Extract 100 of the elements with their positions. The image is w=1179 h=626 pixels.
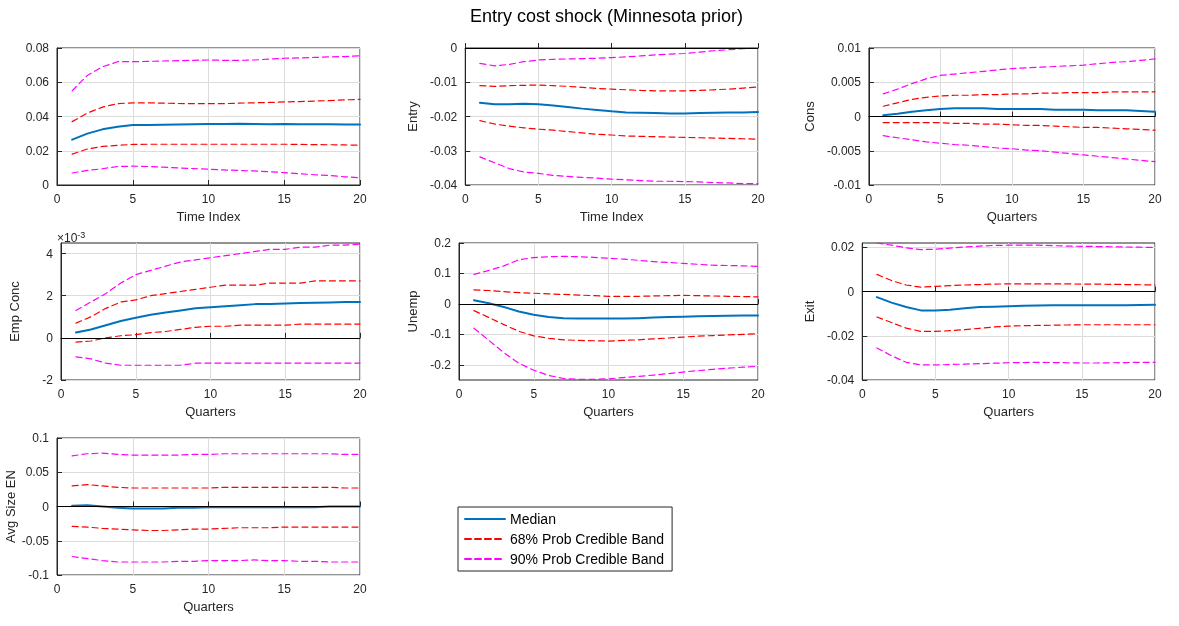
x-tick-label: 20 [353,582,367,596]
x-tick-label: 15 [678,192,692,206]
line-series [882,58,1156,95]
y-tick-label: -0.2 [430,357,452,372]
y-tick-label: 0.08 [25,41,50,55]
y-tick-label: 0.06 [25,75,50,90]
line-series [876,242,1156,251]
x-tick-label: 10 [201,582,216,596]
line-series [75,356,361,366]
line-series [75,323,361,343]
line-series [882,122,1156,131]
line-series [71,143,361,155]
x-tick-label: 20 [751,192,765,206]
x-tick-label: 10 [1005,192,1019,206]
y-tick-label: 0.02 [25,143,50,158]
y-axis-title: Exit [802,300,817,323]
y-tick-label: 0 [847,284,855,299]
line-series [882,107,1156,117]
x-tick-label: 0 [461,192,469,206]
line-series [479,156,759,185]
line-series [478,101,759,115]
y-tick-label: -0.1 [430,327,452,342]
line-series [882,135,1156,163]
x-tick-label: 15 [1075,387,1089,401]
y-tick-label: 0.02 [830,240,855,255]
y-tick-label: -0.01 [833,178,862,192]
x-tick-label: 20 [353,387,367,401]
y-tick-label: 4 [46,246,54,261]
line-series [75,243,361,312]
x-tick-label: 15 [277,582,292,596]
line-series [71,122,361,141]
x-tick-label: 0 [57,387,65,401]
y-tick-label: -0.05 [21,533,50,548]
x-tick-label: 5 [129,582,137,596]
y-tick-label: 0 [46,330,54,345]
y-axis-title: Avg Size EN [3,470,18,543]
legend-label: 68% Prob Credible Band [510,531,665,547]
line-series [71,165,361,179]
x-axis-title: Quarters [183,598,235,614]
x-tick-label: 15 [1076,192,1091,206]
y-tick-label: 0.04 [25,109,50,124]
y-tick-label: 0.1 [32,431,50,445]
y-axis-title: Emp Conc [7,280,22,342]
y-tick-label: -0.04 [826,373,855,387]
x-tick-label: 10 [604,192,619,206]
y-tick-label: -0.03 [429,143,458,158]
line-series [882,91,1156,107]
x-tick-label: 20 [1148,387,1162,401]
line-series [875,296,1156,312]
x-tick-label: 15 [278,387,293,401]
x-tick-label: 15 [676,387,691,401]
y-tick-label: -0.01 [429,75,458,90]
y-axis-title: Unemp [405,290,420,333]
y-tick-label: -0.005 [826,143,862,158]
x-tick-label: 10 [203,387,218,401]
line-series [472,299,759,320]
y-tick-label: -0.02 [826,328,855,343]
line-series [75,280,361,324]
y-tick-label: -0.02 [429,109,458,124]
line-series [71,55,361,92]
y-tick-label: 0 [444,296,452,311]
x-tick-label: 5 [132,387,140,401]
x-axis-title: Quarters [986,208,1038,224]
x-tick-label: 5 [932,387,940,401]
y-tick-label: 0 [42,499,50,514]
x-tick-label: 0 [865,192,873,206]
legend-label: 90% Prob Credible Band [510,551,665,567]
line-series [876,347,1156,366]
x-tick-label: 5 [129,192,137,206]
x-tick-label: 10 [1001,387,1016,401]
y-axis-title: Entry [405,100,420,132]
y-axis-title: Cons [802,100,817,132]
y-tick-label: 0.01 [837,41,862,55]
x-tick-label: 15 [277,192,292,206]
x-tick-label: 20 [1148,192,1162,206]
y-tick-label: -2 [42,373,54,387]
legend-label: Median [510,511,556,527]
y-tick-label: 0.005 [830,75,862,90]
y-tick-label: 0 [42,178,50,192]
x-tick-label: 20 [353,192,367,206]
y-tick-label: 0 [854,109,862,124]
y-tick-label: 0.05 [25,465,50,480]
line-series [473,255,759,275]
x-axis-title: Time Index [176,208,241,224]
x-axis-title: Time Index [579,208,645,224]
x-axis-title: Quarters [583,403,635,419]
x-axis-title: Quarters [983,403,1035,419]
y-tick-label: 0.1 [434,266,452,281]
line-series [876,316,1156,332]
chart-title: Entry cost shock (Minnesota prior) [468,6,745,27]
y-tick-label: 0.2 [434,236,452,250]
x-tick-label: 20 [751,387,765,401]
x-tick-label: 5 [937,192,945,206]
line-series [74,301,361,334]
x-tick-label: 10 [601,387,616,401]
line-series [473,289,759,298]
y-tick-label: -0.1 [28,568,50,582]
line-series [71,98,361,123]
x-tick-label: 5 [530,387,538,401]
x-tick-label: 10 [201,192,216,206]
